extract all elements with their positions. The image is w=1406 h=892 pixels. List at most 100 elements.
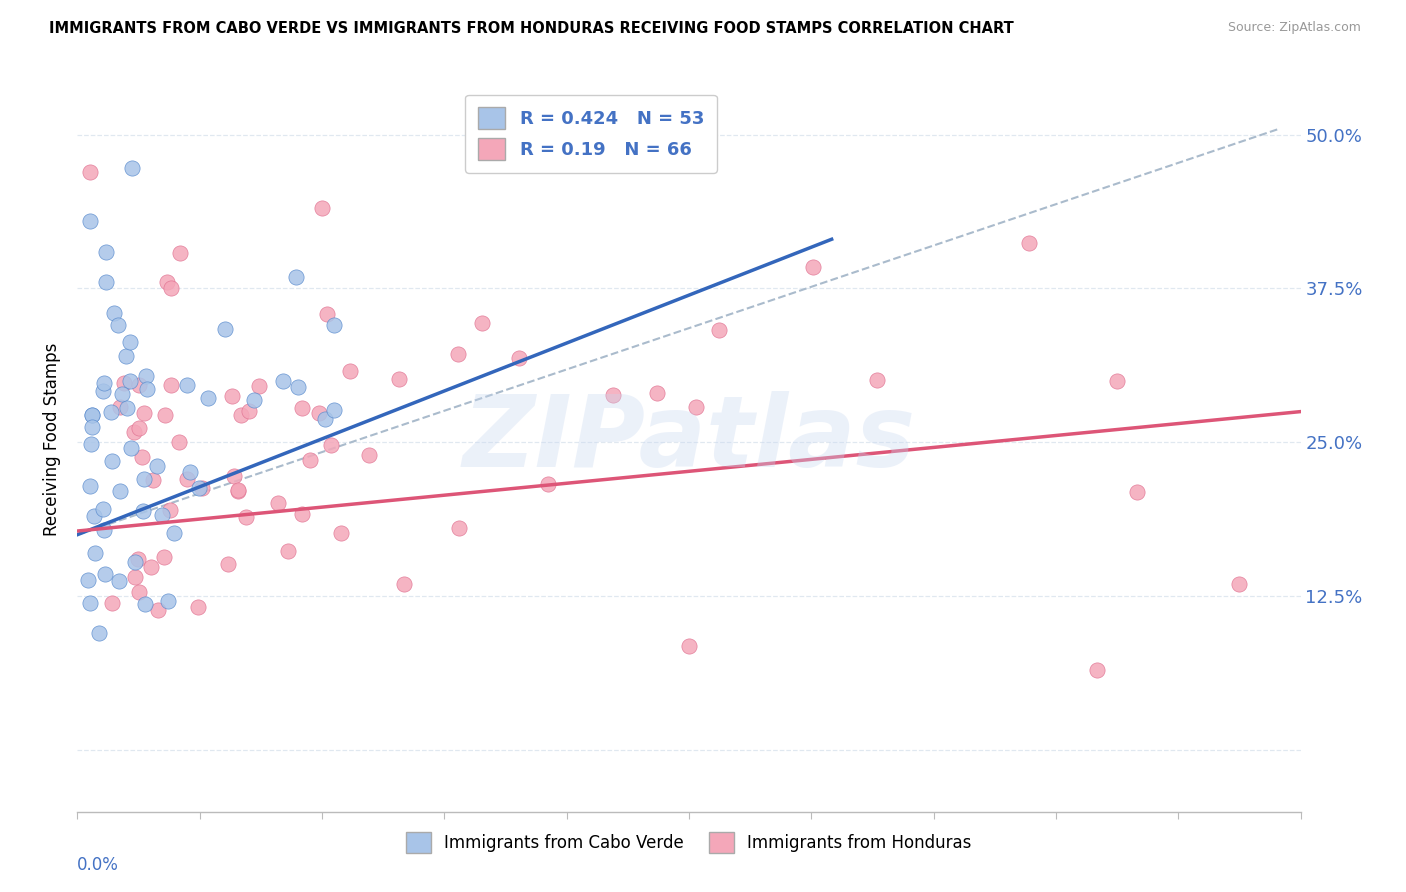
Point bbox=[146, 602, 169, 616]
Point bbox=[93, 567, 115, 582]
Point bbox=[217, 557, 239, 571]
Point bbox=[120, 441, 142, 455]
Point bbox=[82, 408, 104, 422]
Point bbox=[103, 306, 125, 320]
Point bbox=[91, 501, 114, 516]
Point bbox=[80, 409, 103, 423]
Point bbox=[645, 385, 668, 400]
Point bbox=[471, 316, 494, 330]
Point bbox=[108, 574, 131, 588]
Point bbox=[101, 596, 124, 610]
Text: ZIPatlas: ZIPatlas bbox=[463, 391, 915, 488]
Point bbox=[176, 378, 198, 392]
Point bbox=[121, 161, 143, 175]
Point bbox=[80, 437, 103, 451]
Legend: Immigrants from Cabo Verde, Immigrants from Honduras: Immigrants from Cabo Verde, Immigrants f… bbox=[399, 826, 979, 859]
Point bbox=[93, 376, 115, 390]
Point bbox=[110, 400, 132, 414]
Point bbox=[214, 322, 236, 336]
Point bbox=[122, 425, 145, 439]
Point bbox=[1107, 374, 1129, 388]
Point bbox=[79, 214, 101, 228]
Point bbox=[79, 596, 101, 610]
Point bbox=[298, 453, 321, 467]
Point bbox=[89, 626, 111, 640]
Point bbox=[291, 401, 314, 416]
Point bbox=[449, 521, 471, 535]
Point bbox=[135, 382, 157, 396]
Point bbox=[709, 323, 731, 337]
Point bbox=[187, 481, 209, 495]
Point bbox=[120, 374, 142, 388]
Point bbox=[128, 378, 150, 392]
Point bbox=[222, 469, 245, 483]
Point bbox=[156, 593, 179, 607]
Point bbox=[108, 484, 131, 499]
Point bbox=[153, 550, 176, 565]
Point bbox=[685, 400, 707, 414]
Point bbox=[801, 260, 824, 274]
Point bbox=[94, 276, 117, 290]
Point bbox=[82, 420, 104, 434]
Point bbox=[120, 334, 142, 349]
Point bbox=[678, 639, 700, 653]
Point bbox=[167, 435, 190, 450]
Point bbox=[191, 481, 214, 495]
Point bbox=[163, 525, 186, 540]
Point bbox=[100, 454, 122, 468]
Point bbox=[134, 597, 156, 611]
Point bbox=[128, 585, 150, 599]
Point bbox=[329, 526, 352, 541]
Point bbox=[83, 547, 105, 561]
Point bbox=[247, 379, 270, 393]
Point bbox=[311, 202, 333, 216]
Point bbox=[134, 406, 156, 420]
Point bbox=[132, 503, 155, 517]
Point bbox=[131, 450, 153, 465]
Point bbox=[221, 389, 243, 403]
Point bbox=[134, 472, 156, 486]
Point bbox=[79, 479, 101, 493]
Text: Source: ZipAtlas.com: Source: ZipAtlas.com bbox=[1227, 21, 1361, 35]
Point bbox=[447, 346, 470, 360]
Point bbox=[169, 245, 191, 260]
Point bbox=[179, 465, 201, 479]
Point bbox=[267, 496, 290, 510]
Point bbox=[1229, 577, 1251, 591]
Point bbox=[77, 573, 100, 587]
Point bbox=[150, 508, 173, 522]
Point bbox=[159, 503, 181, 517]
Point bbox=[139, 560, 162, 574]
Point bbox=[388, 372, 411, 386]
Point bbox=[284, 270, 307, 285]
Point bbox=[316, 307, 339, 321]
Point bbox=[156, 276, 179, 290]
Point bbox=[291, 507, 314, 521]
Point bbox=[323, 403, 346, 417]
Point bbox=[238, 403, 260, 417]
Point bbox=[537, 476, 560, 491]
Point bbox=[314, 412, 336, 426]
Point bbox=[359, 448, 381, 462]
Point bbox=[160, 378, 183, 392]
Point bbox=[146, 458, 169, 473]
Point bbox=[271, 374, 294, 388]
Point bbox=[124, 570, 146, 584]
Point bbox=[111, 386, 134, 401]
Point bbox=[135, 369, 157, 384]
Point bbox=[226, 484, 249, 499]
Point bbox=[321, 438, 343, 452]
Text: IMMIGRANTS FROM CABO VERDE VS IMMIGRANTS FROM HONDURAS RECEIVING FOOD STAMPS COR: IMMIGRANTS FROM CABO VERDE VS IMMIGRANTS… bbox=[49, 21, 1014, 37]
Point bbox=[93, 523, 115, 537]
Point bbox=[1018, 236, 1040, 251]
Point bbox=[235, 510, 257, 524]
Point bbox=[91, 384, 114, 398]
Point bbox=[176, 472, 198, 486]
Point bbox=[187, 599, 209, 614]
Point bbox=[866, 374, 889, 388]
Point bbox=[226, 483, 249, 497]
Text: 0.0%: 0.0% bbox=[77, 856, 120, 874]
Point bbox=[128, 421, 150, 435]
Point bbox=[112, 376, 135, 390]
Point bbox=[322, 318, 344, 332]
